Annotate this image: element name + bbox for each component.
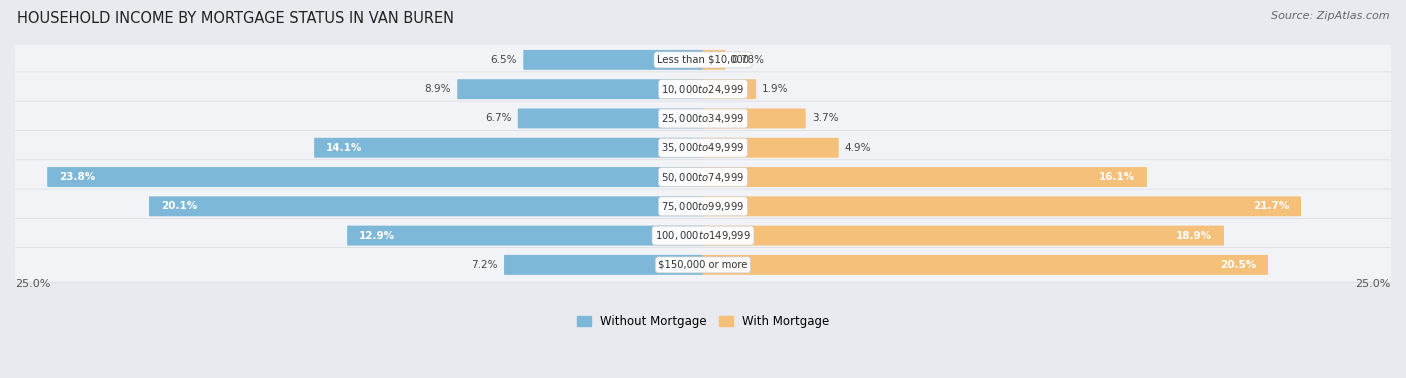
FancyBboxPatch shape [702, 196, 1301, 216]
FancyBboxPatch shape [347, 226, 704, 246]
Text: $150,000 or more: $150,000 or more [658, 260, 748, 270]
FancyBboxPatch shape [13, 43, 1393, 77]
Text: Less than $10,000: Less than $10,000 [657, 55, 749, 65]
Text: 21.7%: 21.7% [1253, 201, 1289, 211]
Legend: Without Mortgage, With Mortgage: Without Mortgage, With Mortgage [572, 311, 834, 333]
Text: 12.9%: 12.9% [359, 231, 395, 241]
Text: HOUSEHOLD INCOME BY MORTGAGE STATUS IN VAN BUREN: HOUSEHOLD INCOME BY MORTGAGE STATUS IN V… [17, 11, 454, 26]
Text: $25,000 to $34,999: $25,000 to $34,999 [661, 112, 745, 125]
Text: 14.1%: 14.1% [326, 143, 363, 153]
Text: Source: ZipAtlas.com: Source: ZipAtlas.com [1271, 11, 1389, 21]
Text: 1.9%: 1.9% [762, 84, 789, 94]
FancyBboxPatch shape [702, 108, 806, 129]
Text: 20.1%: 20.1% [160, 201, 197, 211]
Text: 6.5%: 6.5% [491, 55, 517, 65]
FancyBboxPatch shape [48, 167, 704, 187]
Text: 8.9%: 8.9% [425, 84, 451, 94]
FancyBboxPatch shape [503, 255, 704, 275]
FancyBboxPatch shape [13, 218, 1393, 253]
FancyBboxPatch shape [13, 248, 1393, 282]
FancyBboxPatch shape [702, 255, 1268, 275]
FancyBboxPatch shape [13, 130, 1393, 165]
FancyBboxPatch shape [13, 72, 1393, 107]
Text: $50,000 to $74,999: $50,000 to $74,999 [661, 170, 745, 184]
FancyBboxPatch shape [702, 167, 1147, 187]
Text: 25.0%: 25.0% [15, 279, 51, 289]
FancyBboxPatch shape [314, 138, 704, 158]
FancyBboxPatch shape [13, 101, 1393, 136]
FancyBboxPatch shape [149, 196, 704, 216]
Text: $10,000 to $24,999: $10,000 to $24,999 [661, 83, 745, 96]
FancyBboxPatch shape [702, 79, 756, 99]
Text: 20.5%: 20.5% [1220, 260, 1256, 270]
Text: $75,000 to $99,999: $75,000 to $99,999 [661, 200, 745, 213]
Text: 23.8%: 23.8% [59, 172, 96, 182]
Text: $100,000 to $149,999: $100,000 to $149,999 [655, 229, 751, 242]
FancyBboxPatch shape [523, 50, 704, 70]
Text: 16.1%: 16.1% [1099, 172, 1135, 182]
FancyBboxPatch shape [517, 108, 704, 129]
Text: 0.78%: 0.78% [731, 55, 765, 65]
Text: 7.2%: 7.2% [471, 260, 498, 270]
Text: 3.7%: 3.7% [811, 113, 838, 124]
FancyBboxPatch shape [702, 138, 838, 158]
FancyBboxPatch shape [702, 50, 725, 70]
Text: 6.7%: 6.7% [485, 113, 512, 124]
FancyBboxPatch shape [13, 189, 1393, 224]
FancyBboxPatch shape [457, 79, 704, 99]
Text: 18.9%: 18.9% [1175, 231, 1212, 241]
Text: 25.0%: 25.0% [1355, 279, 1391, 289]
Text: 4.9%: 4.9% [845, 143, 872, 153]
FancyBboxPatch shape [13, 160, 1393, 194]
FancyBboxPatch shape [702, 226, 1225, 246]
Text: $35,000 to $49,999: $35,000 to $49,999 [661, 141, 745, 154]
